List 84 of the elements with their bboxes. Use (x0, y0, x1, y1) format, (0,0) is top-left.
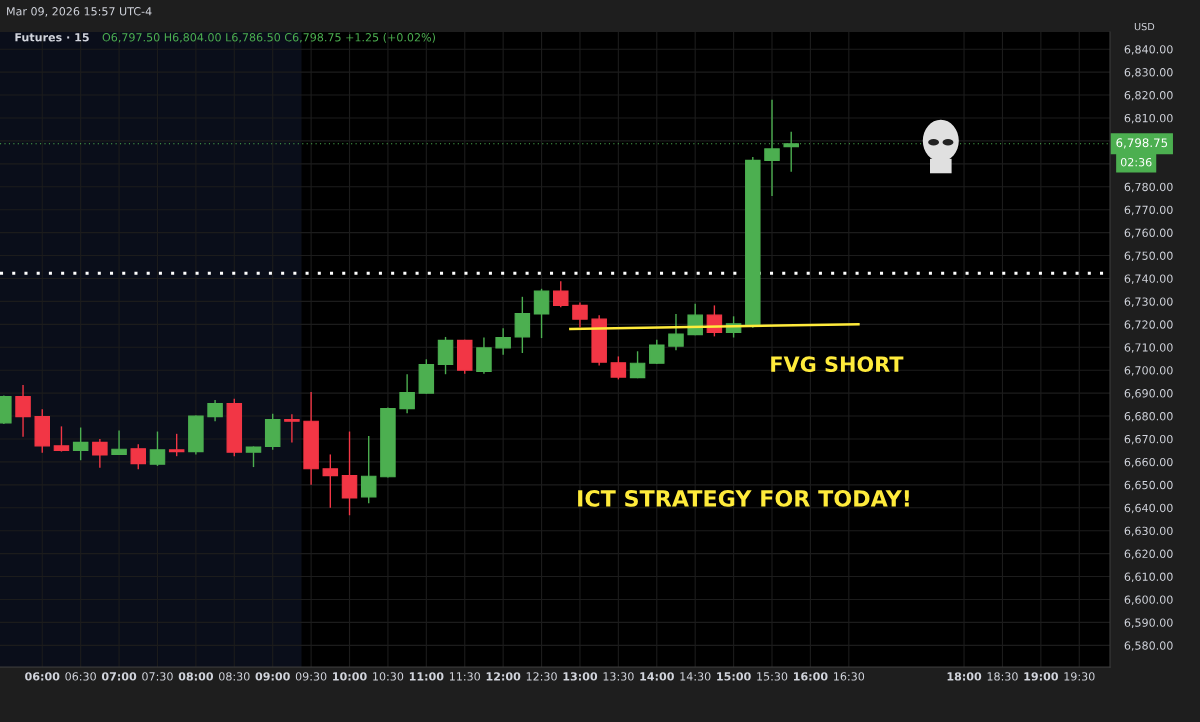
candlestick (399, 373, 415, 414)
x-tick-label: 09:30 (295, 672, 327, 681)
chart-title: Futures · 15 (15, 33, 89, 42)
x-tick-label: 07:00 (101, 672, 137, 681)
candlestick (149, 430, 166, 467)
x-tick-label: 11:30 (449, 672, 481, 681)
text: Mar 09, 2026 15:57 UTC-4 (7, 7, 152, 17)
x-tick-label: 16:30 (834, 672, 865, 681)
x-tick-label: 13:30 (603, 672, 634, 681)
x-tick-label: 18:30 (987, 672, 1018, 681)
x-tick-label: 19:00 (1024, 672, 1059, 681)
y-tick-label: 6,680.00 (1124, 412, 1173, 422)
candlestick (168, 433, 185, 457)
x-tick-label: 13:00 (563, 672, 598, 681)
text: 02:36 (1120, 157, 1152, 167)
y-tick-label: 6,830.00 (1124, 68, 1173, 78)
x-tick-label: 11:00 (409, 672, 444, 681)
x-tick-label: 07:30 (142, 672, 173, 681)
ref-line-label: 6,798.75 (1116, 138, 1168, 149)
x-tick-label: 08:30 (219, 672, 250, 681)
candlestick (553, 280, 569, 308)
x-tick-label: 14:00 (640, 672, 674, 681)
candlestick (572, 301, 588, 328)
candlestick (476, 336, 492, 375)
candlestick (130, 443, 147, 471)
candlestick (610, 355, 627, 381)
y-tick-label: 6,760.00 (1124, 228, 1173, 239)
candlestick (92, 438, 108, 469)
x-tick-label: 18:00 (947, 672, 982, 681)
candlestick (284, 413, 300, 444)
x-tick-label: 09:00 (255, 672, 290, 681)
y-tick-label: 6,840.00 (1124, 45, 1173, 55)
candlestick (495, 327, 511, 356)
x-tick-label: 14:30 (680, 672, 711, 681)
x-tick-label: 16:00 (793, 672, 828, 681)
y-tick-label: 6,810.00 (1124, 113, 1173, 124)
candlestick (207, 399, 223, 422)
y-tick-label: 6,710.00 (1124, 343, 1173, 353)
candlestick (72, 426, 89, 461)
y-tick-label: 6,610.00 (1124, 572, 1173, 583)
x-tick-label: 12:30 (526, 672, 557, 681)
y-tick-label: 6,690.00 (1124, 389, 1173, 399)
y-tick-label: 6,600.00 (1124, 595, 1173, 605)
y-tick-label: 6,670.00 (1124, 434, 1173, 445)
candlestick (629, 350, 646, 379)
annotation: FVG SHORT (771, 356, 904, 373)
y-tick-label: 6,820.00 (1124, 91, 1173, 101)
y-tick-label: 6,620.00 (1124, 549, 1173, 560)
y-tick-label: 6,650.00 (1124, 480, 1173, 491)
x-tick-label: 12:00 (486, 672, 521, 681)
y-tick-label: 6,580.00 (1124, 641, 1173, 651)
candlestick (111, 429, 127, 456)
candlestick (53, 425, 70, 453)
y-tick-label: 6,720.00 (1124, 320, 1173, 330)
candlestick (533, 288, 550, 339)
x-tick-label: 06:30 (65, 672, 96, 681)
y-tick-label: 6,750.00 (1124, 251, 1173, 262)
x-tick-label: 15:30 (757, 672, 788, 681)
y-tick-label: 6,640.00 (1124, 503, 1173, 514)
y-tick-label: 6,770.00 (1124, 205, 1173, 216)
x-tick-label: 15:00 (717, 672, 751, 681)
candlestick (341, 430, 358, 516)
candlestick (360, 435, 377, 504)
annotation: ICT STRATEGY FOR TODAY! (578, 489, 909, 507)
candlestick (668, 313, 684, 351)
y-tick-label: 6,730.00 (1124, 297, 1173, 307)
chart-subtitle: O6,797.50 H6,804.00 L6,786.50 C6,798.75 +1.25 (+0.02%) (102, 32, 435, 43)
y-tick-label: 6,780.00 (1124, 182, 1173, 193)
x-tick-label: 10:30 (373, 672, 404, 681)
candlestick (514, 296, 531, 354)
y-tick-label: 6,630.00 (1124, 526, 1173, 537)
text: USD (1134, 22, 1155, 31)
candlestick (322, 453, 339, 509)
x-tick-label: 19:30 (1064, 672, 1095, 681)
x-tick-label: 08:00 (178, 672, 214, 681)
candlestick (245, 445, 262, 468)
y-tick-label: 6,660.00 (1124, 457, 1173, 468)
y-tick-label: 6,740.00 (1124, 274, 1173, 284)
candlestick (649, 339, 665, 365)
y-tick-label: 6,590.00 (1124, 618, 1173, 628)
x-tick-label: 10:00 (333, 672, 367, 681)
y-tick-label: 6,700.00 (1124, 366, 1173, 376)
candlestick (15, 384, 31, 438)
x-tick-label: 06:00 (25, 672, 60, 681)
